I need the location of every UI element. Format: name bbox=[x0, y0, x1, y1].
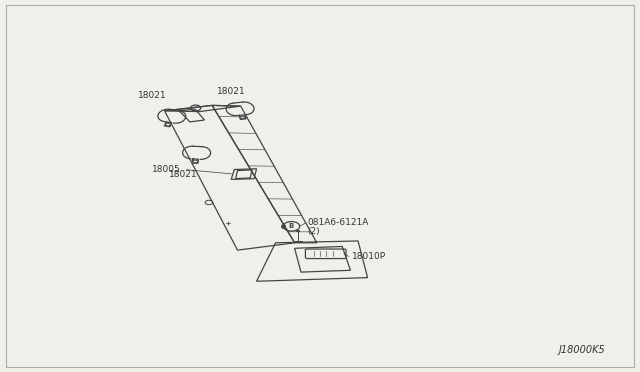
Text: 18021: 18021 bbox=[138, 91, 166, 100]
Text: 18021: 18021 bbox=[170, 170, 198, 179]
Text: 18021: 18021 bbox=[217, 87, 246, 96]
Text: J18000K5: J18000K5 bbox=[559, 344, 605, 355]
Text: (2): (2) bbox=[307, 227, 320, 236]
Text: 18005: 18005 bbox=[152, 165, 180, 174]
Text: 18010P: 18010P bbox=[352, 252, 386, 261]
Text: 081A6-6121A: 081A6-6121A bbox=[307, 218, 369, 227]
Text: B: B bbox=[289, 223, 294, 229]
